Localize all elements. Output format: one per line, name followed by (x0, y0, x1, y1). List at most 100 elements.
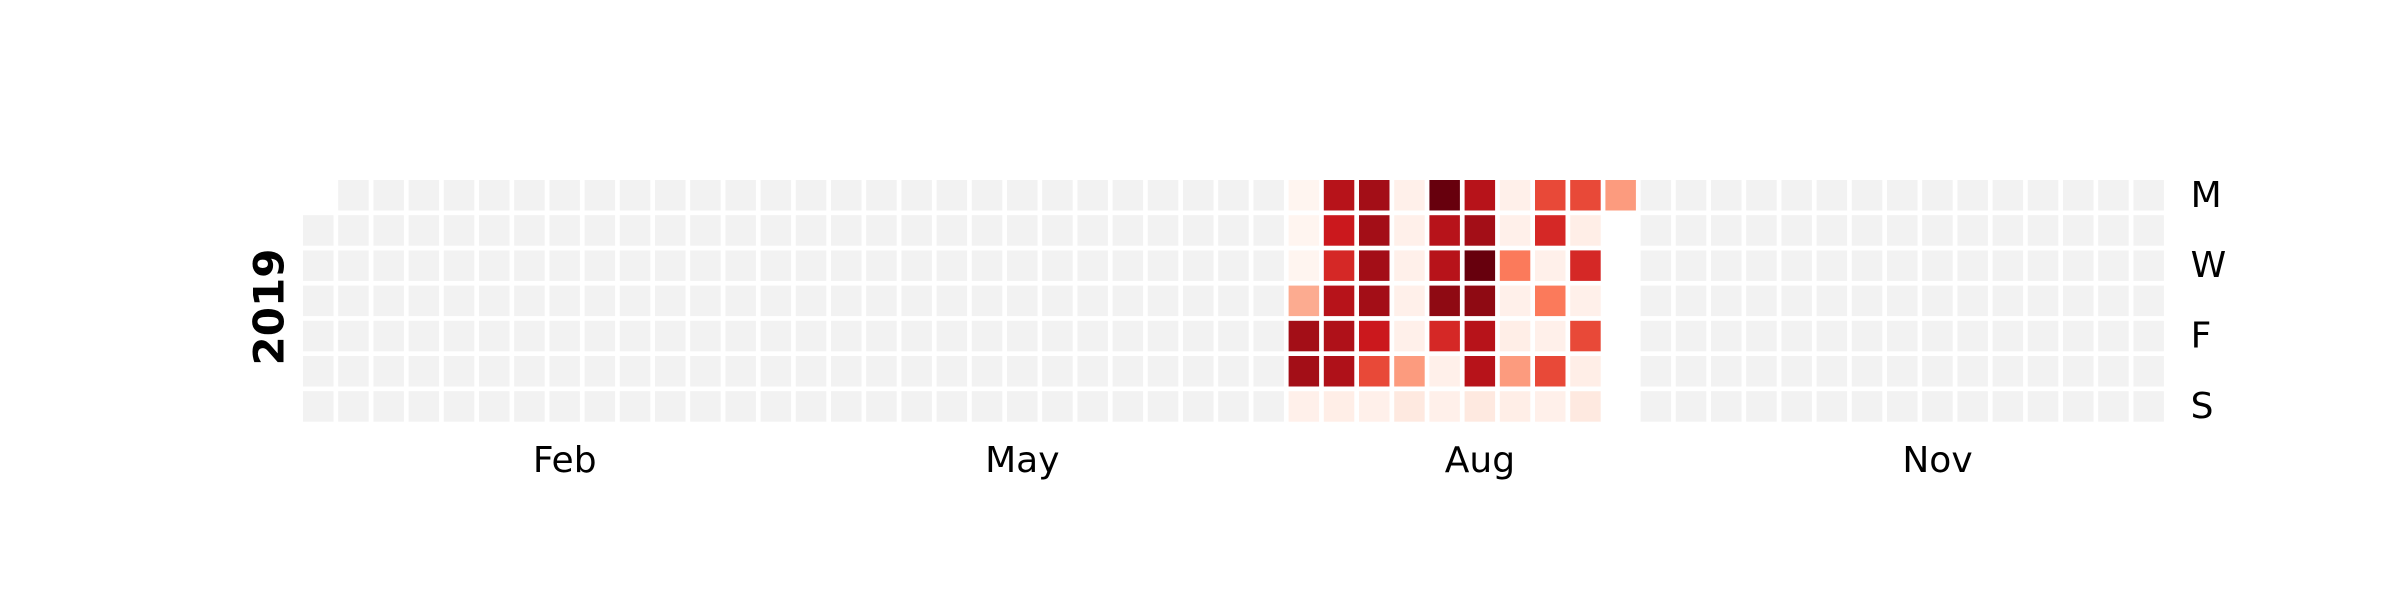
day-cell (2063, 391, 2094, 422)
day-cell (1499, 320, 1531, 352)
day-cell (1992, 215, 2024, 246)
day-cell (2098, 320, 2129, 352)
day-cell (1394, 180, 1425, 211)
day-cell (1499, 180, 1531, 211)
day-cell (795, 391, 827, 422)
day-cell (831, 320, 862, 352)
day-cell (1711, 391, 1742, 422)
day-cell (1746, 320, 1777, 352)
day-cell (1218, 356, 1249, 387)
day-cell (408, 320, 440, 352)
day-cell (1253, 180, 1284, 211)
day-cell (1359, 391, 1390, 422)
day-cell (2133, 180, 2164, 211)
day-cell (936, 215, 968, 246)
year-label: 2019 (245, 249, 294, 366)
day-cell (1922, 391, 1953, 422)
day-cell (1042, 356, 1073, 387)
day-cell (725, 356, 756, 387)
day-cell (1077, 285, 1108, 317)
day-cell (619, 180, 651, 211)
day-cell (1147, 215, 1179, 246)
day-cell (1711, 320, 1742, 352)
day-cell (971, 250, 1003, 281)
day-cell (584, 356, 616, 387)
day-cell (373, 285, 404, 317)
day-cell (1922, 215, 1953, 246)
day-cell (479, 180, 510, 211)
day-cell (971, 180, 1003, 211)
day-cell (408, 215, 440, 246)
day-cell (1640, 391, 1672, 422)
month-tick-label: Feb (533, 440, 597, 481)
day-cell (1464, 356, 1496, 387)
day-cell (1007, 285, 1038, 317)
day-cell (1288, 215, 1320, 246)
day-cell (1288, 285, 1320, 317)
day-cell (1183, 356, 1214, 387)
day-cell (338, 320, 369, 352)
day-cell (1464, 250, 1496, 281)
day-cell (373, 215, 404, 246)
day-cell (1570, 356, 1601, 387)
day-cell (2133, 320, 2164, 352)
day-cell (373, 320, 404, 352)
day-cell (971, 391, 1003, 422)
day-cell (1675, 250, 1707, 281)
day-cell (1042, 215, 1073, 246)
month-axis: Feb May Aug Nov (533, 440, 1973, 481)
day-cell (584, 391, 616, 422)
day-cell (1711, 285, 1742, 317)
day-cell (408, 250, 440, 281)
day-cell (1394, 215, 1425, 246)
day-cell (725, 180, 756, 211)
day-cell (1746, 285, 1777, 317)
day-cell (655, 285, 686, 317)
day-cell (1042, 285, 1073, 317)
day-cell (1957, 356, 1988, 387)
day-cell (1394, 391, 1425, 422)
day-cell (725, 250, 756, 281)
day-cell (1394, 250, 1425, 281)
day-cell (1253, 391, 1284, 422)
day-cell (690, 356, 721, 387)
day-cell (831, 285, 862, 317)
day-cell (866, 356, 897, 387)
day-cell (1992, 356, 2024, 387)
day-cell (2098, 180, 2129, 211)
day-cell (2063, 320, 2094, 352)
day-cell (408, 180, 440, 211)
day-cell (690, 250, 721, 281)
day-cell (373, 356, 404, 387)
day-cell (1253, 285, 1284, 317)
day-cell (1887, 250, 1918, 281)
day-cell (514, 391, 545, 422)
day-cell (1218, 180, 1249, 211)
day-cell (408, 285, 440, 317)
day-cell (1746, 250, 1777, 281)
day-cell (1429, 180, 1460, 211)
day-cell (1499, 250, 1531, 281)
day-cell (1640, 215, 1672, 246)
day-cell (1922, 180, 1953, 211)
day-cell (408, 391, 440, 422)
day-cell (725, 215, 756, 246)
day-cell (2027, 285, 2059, 317)
day-cell (443, 285, 475, 317)
day-cell (725, 320, 756, 352)
day-cell (1851, 391, 1883, 422)
day-cell (1887, 180, 1918, 211)
day-cell (1570, 285, 1601, 317)
day-cell (1042, 320, 1073, 352)
day-cell (1359, 285, 1390, 317)
day-cell (338, 250, 369, 281)
day-cell (1535, 215, 1566, 246)
day-cell (338, 391, 369, 422)
day-cell (1112, 285, 1144, 317)
day-cell (1535, 285, 1566, 317)
day-cell (1183, 320, 1214, 352)
day-cell (1781, 356, 1812, 387)
day-cell (1464, 285, 1496, 317)
day-cell (866, 320, 897, 352)
